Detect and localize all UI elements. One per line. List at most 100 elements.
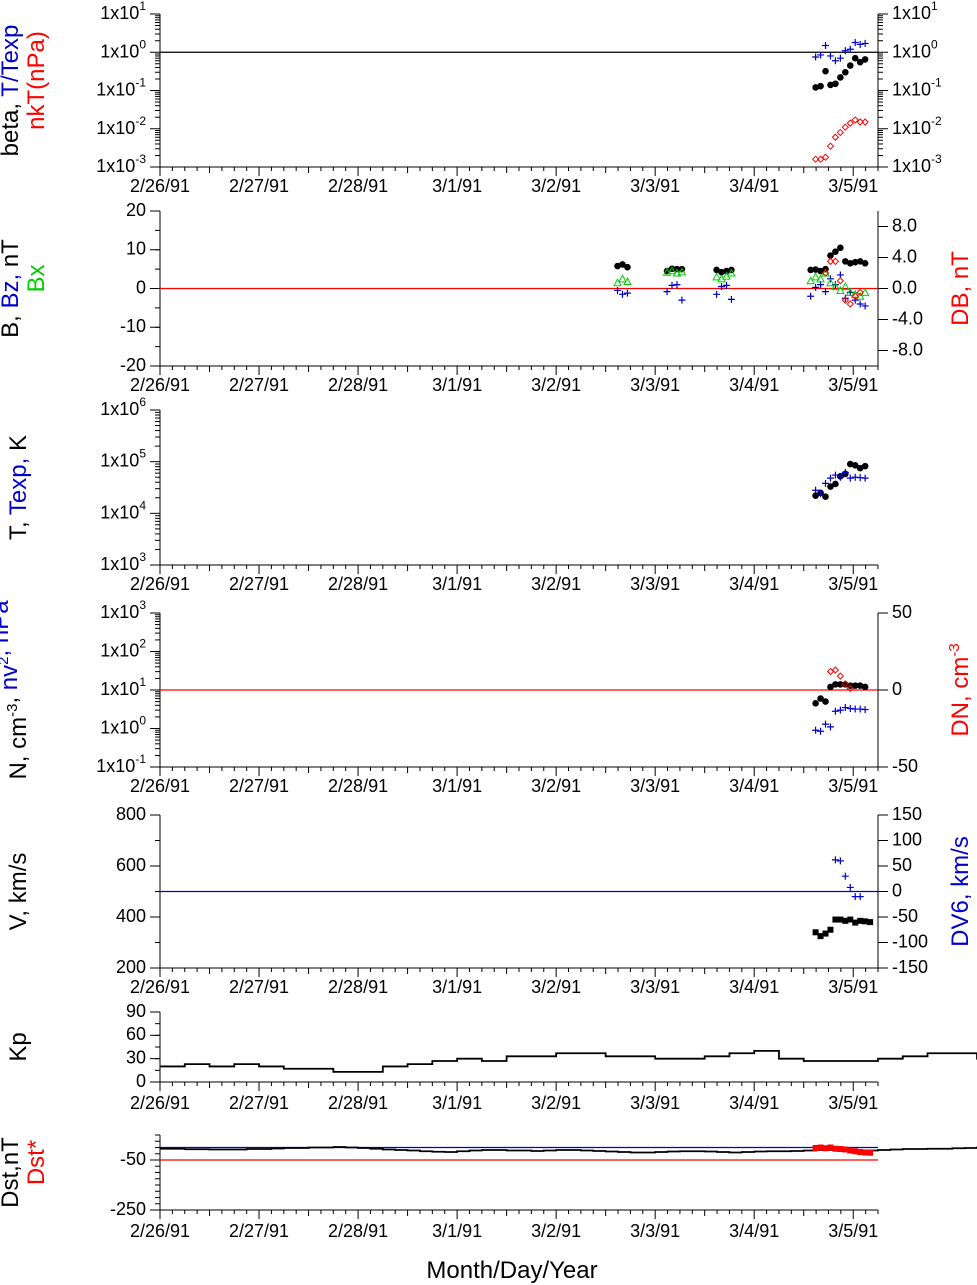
y-tick-label-left: 1x101 (100, 0, 146, 23)
x-tick-label: 2/28/91 (328, 176, 388, 196)
y-tick-label-right: 1x10-2 (892, 114, 942, 138)
y-tick-label-right: -100 (892, 931, 928, 951)
y-tick-label-right: -4.0 (892, 308, 923, 328)
x-tick-label: 3/1/91 (432, 176, 482, 196)
data-point (836, 706, 844, 714)
x-tick-label: 2/28/91 (328, 574, 388, 594)
data-point (827, 81, 834, 89)
panel-beta: 2/26/91 2/27/91 2/28/91 3/1/91 3/2/91 3/3/91 3… (0, 0, 942, 196)
data-point (811, 155, 820, 163)
y-tick-label-right: 100 (892, 829, 922, 849)
data-point (846, 260, 854, 267)
x-tick-label: 3/1/91 (432, 776, 482, 796)
data-point (822, 493, 829, 500)
data-point (851, 258, 859, 266)
data-point (821, 153, 830, 161)
y-tick-label-right: 1x101 (892, 0, 938, 23)
x-tick-label: 3/2/91 (531, 977, 581, 997)
data-point (856, 682, 864, 689)
x-tick-label: 3/1/91 (432, 1093, 482, 1113)
data-point (727, 295, 735, 303)
y-tick-label-left: 1x104 (100, 499, 146, 523)
data-point (856, 40, 864, 48)
series-red (811, 116, 869, 163)
data-point (846, 300, 854, 308)
data-point (831, 257, 840, 266)
data-point (812, 726, 820, 734)
x-tick-label: 3/3/91 (630, 574, 680, 594)
y-tick-label-left: 1x10-1 (96, 76, 146, 100)
x-tick-label: 3/4/91 (729, 1221, 779, 1241)
data-point (837, 916, 844, 923)
series-blue (812, 704, 869, 735)
data-point (836, 473, 844, 481)
data-point (842, 917, 849, 924)
data-point (811, 272, 820, 281)
data-point (712, 272, 721, 281)
x-tick-label: 3/2/91 (531, 776, 581, 796)
data-point (817, 933, 824, 940)
x-tick-label: 3/5/91 (828, 1093, 878, 1113)
data-point (831, 57, 839, 65)
data-point (822, 288, 830, 296)
x-tick-label: 3/5/91 (828, 176, 878, 196)
data-point (822, 698, 829, 705)
x-tick-label: 2/26/91 (130, 977, 190, 997)
data-point (812, 84, 819, 91)
data-point (841, 680, 850, 688)
y-tick-label-left: 1x103 (100, 598, 146, 622)
data-point (672, 268, 682, 277)
x-tick-label: 2/27/91 (229, 574, 289, 594)
data-point (841, 296, 850, 304)
series-black (160, 1146, 977, 1154)
data-point (623, 289, 631, 297)
data-point (817, 51, 825, 59)
data-point (831, 282, 840, 291)
y-tick-label-left: -250 (110, 1199, 146, 1219)
y-axis-title-right: DV6, km/s (947, 836, 974, 947)
data-point (827, 926, 834, 933)
data-point (623, 276, 632, 286)
data-point (867, 919, 874, 926)
series-red (821, 257, 864, 308)
data-point (624, 263, 631, 271)
data-point (840, 282, 850, 291)
y-axis-title-left-2: nkT(nPa) (23, 31, 50, 130)
data-point (861, 683, 869, 691)
x-tick-label: 3/1/91 (432, 375, 482, 395)
data-point (806, 276, 815, 285)
x-tick-label: 3/5/91 (828, 977, 878, 997)
data-point (816, 274, 825, 283)
data-point (841, 468, 849, 476)
data-point (846, 474, 854, 482)
data-point (826, 52, 834, 60)
x-tick-label: 3/3/91 (630, 1221, 680, 1241)
data-point (827, 683, 834, 691)
x-tick-label: 3/3/91 (630, 977, 680, 997)
series-black (812, 460, 869, 500)
y-tick-label-left: 1x105 (100, 447, 146, 471)
x-tick-label: 3/3/91 (630, 1093, 680, 1113)
data-point (727, 268, 736, 277)
data-point (846, 883, 854, 891)
x-tick-label: 3/4/91 (729, 375, 779, 395)
x-tick-label: 3/4/91 (729, 574, 779, 594)
data-point (619, 261, 626, 268)
data-point (678, 296, 686, 304)
data-point (836, 672, 845, 680)
x-tick-label: 3/3/91 (630, 375, 680, 395)
y-tick-label-left: 0 (136, 277, 146, 297)
y-tick-label-left: 1x101 (100, 675, 146, 699)
data-point (851, 54, 859, 62)
data-point (723, 267, 730, 275)
data-point (845, 287, 855, 296)
y-tick-label-left: 1x100 (100, 714, 146, 738)
series-black (614, 244, 869, 276)
data-point (861, 56, 869, 63)
data-point (718, 268, 725, 276)
x-tick-label: 2/28/91 (328, 977, 388, 997)
data-point (842, 258, 849, 265)
data-point (832, 80, 839, 88)
data-point (861, 706, 869, 714)
